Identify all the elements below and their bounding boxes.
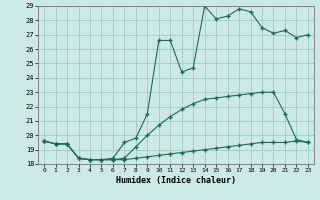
X-axis label: Humidex (Indice chaleur): Humidex (Indice chaleur): [116, 176, 236, 185]
